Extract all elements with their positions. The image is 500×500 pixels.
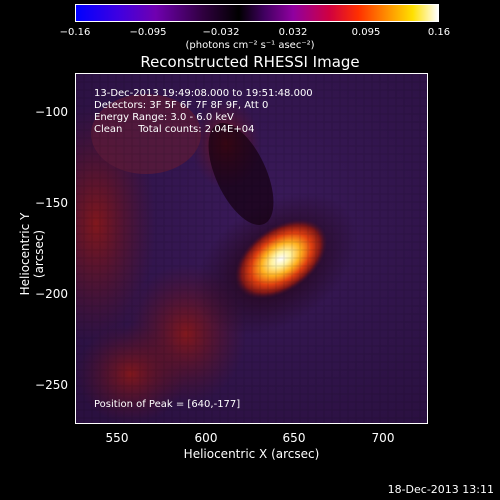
plot-title: Reconstructed RHESSI Image (140, 53, 360, 71)
colorbar-tick-label: 0.16 (427, 27, 451, 38)
energy-range: Energy Range: 3.0 - 6.0 keV (94, 112, 234, 123)
colorbar-tick-label: 0.032 (278, 27, 308, 38)
solar-image-frame: 13-Dec-2013 19:49:08.000 to 19:51:48.000… (75, 73, 428, 424)
colorbar-units: (photons cm⁻² s⁻¹ asec⁻²) (185, 40, 315, 51)
detectors-info: Detectors: 3F 5F 6F 7F 8F 9F, Att 0 (94, 100, 269, 111)
x-tick-label: 650 (282, 431, 306, 445)
y-tick-label: −100 (35, 105, 68, 119)
x-tick-label: 700 (371, 431, 395, 445)
x-tick-label: 600 (194, 431, 218, 445)
colorbar-tick-label: −0.032 (202, 27, 240, 38)
colorbar-tick-label: 0.095 (351, 27, 381, 38)
plot-timestamp: 18-Dec-2013 13:11 (387, 483, 494, 496)
x-tick-label: 550 (105, 431, 129, 445)
y-tick-label: −150 (35, 196, 68, 210)
colorbar-gradient (76, 5, 438, 21)
rhessi-solar-image (76, 74, 427, 423)
colorbar-tick-label: −0.095 (129, 27, 167, 38)
y-tick-label: −200 (35, 287, 68, 301)
peak-position: Position of Peak = [640,-177] (94, 399, 241, 410)
x-axis-label: Heliocentric X (arcsec) (183, 447, 320, 461)
colorbar-tick-label: −0.16 (59, 27, 91, 38)
colorbar (75, 4, 439, 22)
y-tick-label: −250 (35, 378, 68, 392)
clean-total-counts: Clean Total counts: 2.04E+04 (94, 124, 255, 135)
y-axis-label: Heliocentric Y (arcsec) (18, 212, 46, 296)
observation-time: 13-Dec-2013 19:49:08.000 to 19:51:48.000 (94, 88, 313, 99)
